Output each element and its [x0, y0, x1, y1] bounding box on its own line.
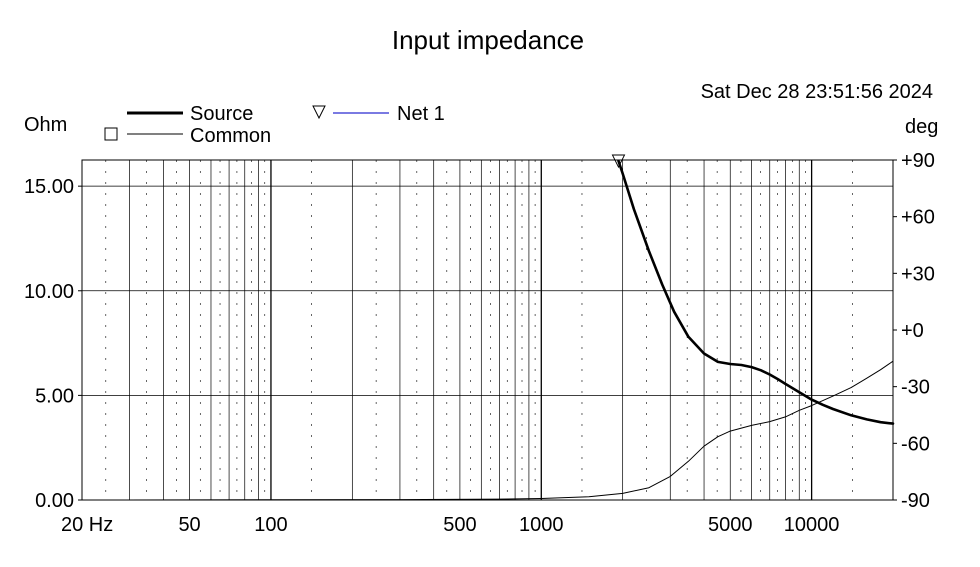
chart-title: Input impedance — [392, 25, 584, 55]
timestamp: Sat Dec 28 23:51:56 2024 — [701, 81, 933, 103]
plot-area — [78, 159, 897, 501]
x-axis-tick-labels: 20 Hz 50 100 500 1000 5000 10000 — [61, 514, 839, 536]
series-line-common — [81, 360, 894, 501]
y-right-unit-label: deg — [905, 116, 938, 138]
x-tick-label: 100 — [254, 514, 287, 536]
x-tick-label: 50 — [178, 514, 200, 536]
legend-net1-triangle-icon — [312, 105, 326, 120]
y-right-tick-labels: +90 +60 +30 +0 -30 -60 -90 — [901, 150, 935, 512]
y-left-tick-label: 0.00 — [35, 490, 74, 512]
legend: Source Common Net 1 — [104, 103, 445, 147]
y-right-tick-label: -30 — [901, 377, 930, 399]
y-right-tick-label: +60 — [901, 207, 935, 229]
series-lines — [81, 154, 895, 501]
x-tick-label: 5000 — [708, 514, 753, 536]
series-line-source — [617, 159, 895, 425]
legend-source-label: Source — [190, 103, 253, 125]
legend-common-square-icon — [104, 127, 118, 141]
x-tick-label: 500 — [443, 514, 476, 536]
y-left-tick-label: 5.00 — [35, 385, 74, 407]
y-right-tick-label: -60 — [901, 433, 930, 455]
y-right-tick-label: +90 — [901, 150, 935, 172]
x-tick-label: 1000 — [519, 514, 564, 536]
grid — [82, 160, 893, 500]
y-left-tick-label: 10.00 — [24, 281, 74, 303]
y-right-tick-label: +30 — [901, 263, 935, 285]
y-left-tick-labels: 0.00 5.00 10.00 15.00 — [24, 176, 74, 512]
x-tick-label: 10000 — [784, 514, 840, 536]
y-right-tick-label: -90 — [901, 490, 930, 512]
y-right-tick-label: +0 — [901, 320, 924, 342]
plot-frame — [81, 159, 894, 501]
legend-net1-label: Net 1 — [397, 103, 445, 125]
x-tick-label: 20 Hz — [61, 514, 113, 536]
y-left-tick-label: 15.00 — [24, 176, 74, 198]
y-left-unit-label: Ohm — [24, 114, 67, 136]
net1-marker-triangle-icon — [611, 154, 626, 169]
legend-common-label: Common — [190, 125, 271, 147]
